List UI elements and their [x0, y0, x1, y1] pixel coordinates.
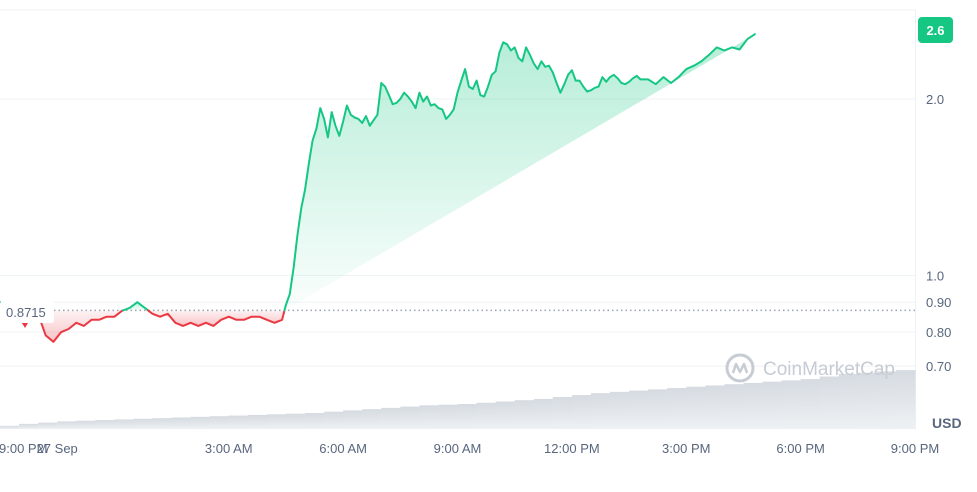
current-price-badge: 2.6 [918, 17, 953, 43]
volume-bar [686, 386, 706, 429]
volume-bar [343, 410, 363, 429]
volume-bar [190, 416, 211, 429]
watermark-text: CoinMarketCap [763, 359, 895, 380]
y-tick-label: 0.90 [926, 295, 951, 310]
x-tick-label: 6:00 AM [319, 441, 367, 456]
volume-bar [305, 413, 325, 429]
volume-bar [571, 395, 592, 429]
baseline-value: 0.8715 [6, 305, 46, 320]
baseline-label: 0.8715 [0, 301, 54, 328]
volume-bar [705, 385, 725, 429]
volume-bar [114, 419, 135, 429]
volume-bar [629, 390, 649, 429]
volume-bars [0, 370, 916, 429]
price-line-up [122, 301, 150, 312]
y-tick-label: 1.0 [926, 268, 944, 283]
y-tick-label: 2.0 [926, 92, 944, 107]
volume-bar [743, 382, 764, 429]
volume-bar [400, 406, 420, 429]
current-price-value: 2.6 [926, 23, 944, 38]
volume-bar [324, 411, 344, 429]
price-line-down [147, 309, 286, 327]
volume-bar [171, 417, 192, 429]
volume-bar [95, 420, 115, 429]
volume-bar [838, 373, 859, 429]
volume-bar [209, 416, 230, 429]
volume-bar [819, 376, 840, 429]
x-tick-label: 3:00 PM [662, 441, 710, 456]
volume-bar [495, 401, 516, 429]
x-tick-label: 9:00 AM [434, 441, 482, 456]
y-tick-label: 0.70 [926, 359, 951, 374]
price-area-down [10, 310, 124, 342]
y-axis: 2.0 1.0 0.90 0.80 0.70 [926, 92, 951, 374]
volume-bar [762, 381, 783, 429]
volume-bar [457, 404, 478, 429]
volume-bar [895, 370, 916, 429]
volume-bar [266, 414, 287, 429]
volume-bar [285, 413, 306, 429]
volume-bar [514, 400, 535, 429]
volume-bar [476, 402, 497, 429]
volume-bar [438, 404, 459, 429]
volume-bar [247, 414, 268, 429]
volume-bar [38, 422, 58, 429]
x-tick-label: 6:00 PM [776, 441, 824, 456]
volume-bar [419, 405, 440, 429]
y-tick-label: 0.80 [926, 325, 951, 340]
volume-bar [19, 423, 39, 429]
volume-bar [667, 388, 687, 429]
volume-bar [552, 397, 573, 429]
volume-bar [133, 418, 154, 429]
x-tick-label: 9:00 PM [891, 441, 939, 456]
coinmarketcap-logo-icon [725, 353, 755, 383]
currency-unit-label: USD [932, 415, 962, 431]
volume-bar [57, 421, 77, 429]
caret-down-icon [22, 323, 28, 328]
x-tick-label: 12:00 PM [544, 441, 600, 456]
volume-bar [857, 372, 878, 429]
volume-bar [781, 380, 802, 429]
volume-bar [800, 379, 821, 429]
volume-bar [876, 371, 897, 429]
volume-bar [610, 391, 630, 429]
volume-bar [362, 409, 382, 429]
volume-bar [724, 384, 745, 429]
volume-bar [533, 398, 554, 429]
volume-bar [76, 420, 96, 429]
volume-bar [381, 407, 401, 429]
watermark: CoinMarketCap [725, 353, 895, 383]
price-area-up [284, 34, 755, 311]
price-area-down [148, 310, 285, 326]
volume-bar [648, 389, 668, 429]
volume-bar [590, 393, 611, 429]
price-line-up [283, 33, 756, 312]
grid-lines [0, 9, 916, 430]
volume-bar [228, 415, 249, 429]
x-tick-label: 3:00 AM [205, 441, 253, 456]
x-tick-label: 27 Sep [37, 441, 78, 456]
volume-bar [152, 418, 173, 429]
x-tick-label: 9:00 PM [0, 441, 47, 456]
volume-bar [0, 425, 20, 429]
